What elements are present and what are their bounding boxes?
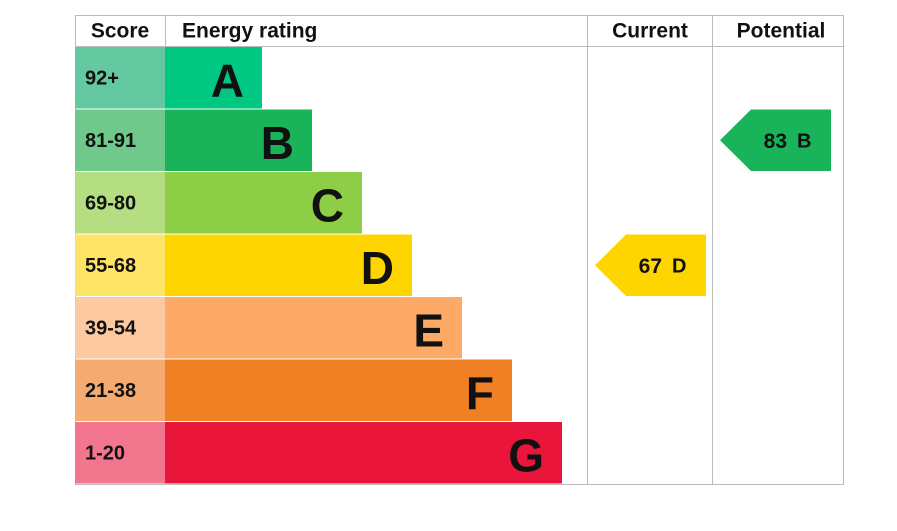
rating-bar <box>165 297 462 359</box>
rating-letter: D <box>361 242 394 294</box>
score-label: 21-38 <box>85 380 136 402</box>
potential-letter: B <box>797 130 811 152</box>
rating-letter: E <box>413 304 444 356</box>
rating-letter: F <box>466 367 494 419</box>
rating-letter: G <box>508 429 544 481</box>
score-label: 92+ <box>85 67 119 89</box>
rating-bar <box>165 47 262 109</box>
rating-bar <box>165 234 412 296</box>
score-label: 1-20 <box>85 442 125 464</box>
score-label: 81-91 <box>85 130 136 152</box>
header-score: Score <box>91 20 149 43</box>
score-label: 39-54 <box>85 317 137 339</box>
potential-arrow <box>720 109 831 171</box>
score-cell <box>75 359 165 421</box>
header-current: Current <box>612 20 688 43</box>
header-rating: Energy rating <box>182 20 317 43</box>
score-cell <box>75 47 165 109</box>
rating-letter: B <box>261 117 294 169</box>
score-label: 69-80 <box>85 192 136 214</box>
score-cell <box>75 109 165 171</box>
rating-letter: C <box>311 179 344 231</box>
score-cell <box>75 422 165 484</box>
rating-bar <box>165 422 562 484</box>
score-label: 55-68 <box>85 255 136 277</box>
rating-bar <box>165 359 512 421</box>
header-potential: Potential <box>737 20 826 43</box>
score-cell <box>75 172 165 234</box>
current-arrow <box>595 234 706 296</box>
current-value: 67 <box>639 255 662 278</box>
rating-bar <box>165 172 362 234</box>
current-letter: D <box>672 255 686 277</box>
rating-letter: A <box>211 54 244 106</box>
score-cell <box>75 297 165 359</box>
potential-value: 83 <box>764 130 787 153</box>
rating-bar <box>165 109 312 171</box>
score-cell <box>75 234 165 296</box>
